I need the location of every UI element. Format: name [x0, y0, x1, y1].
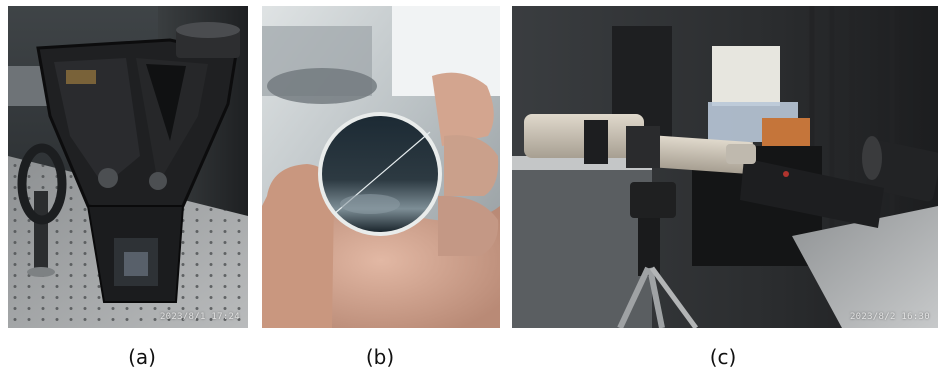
caption-c: (c)	[709, 345, 737, 369]
photo-timestamp: 2023/8/1 17:24	[159, 312, 240, 322]
caption-b: (b)	[365, 345, 395, 369]
photo-timestamp: 2023/8/2 16:30	[849, 312, 930, 322]
photo-b	[262, 6, 500, 328]
photo-c: 2023/8/2 16:30	[512, 6, 938, 328]
photo-a: 2023/8/1 17:24	[8, 6, 248, 328]
caption-a: (a)	[128, 345, 156, 369]
